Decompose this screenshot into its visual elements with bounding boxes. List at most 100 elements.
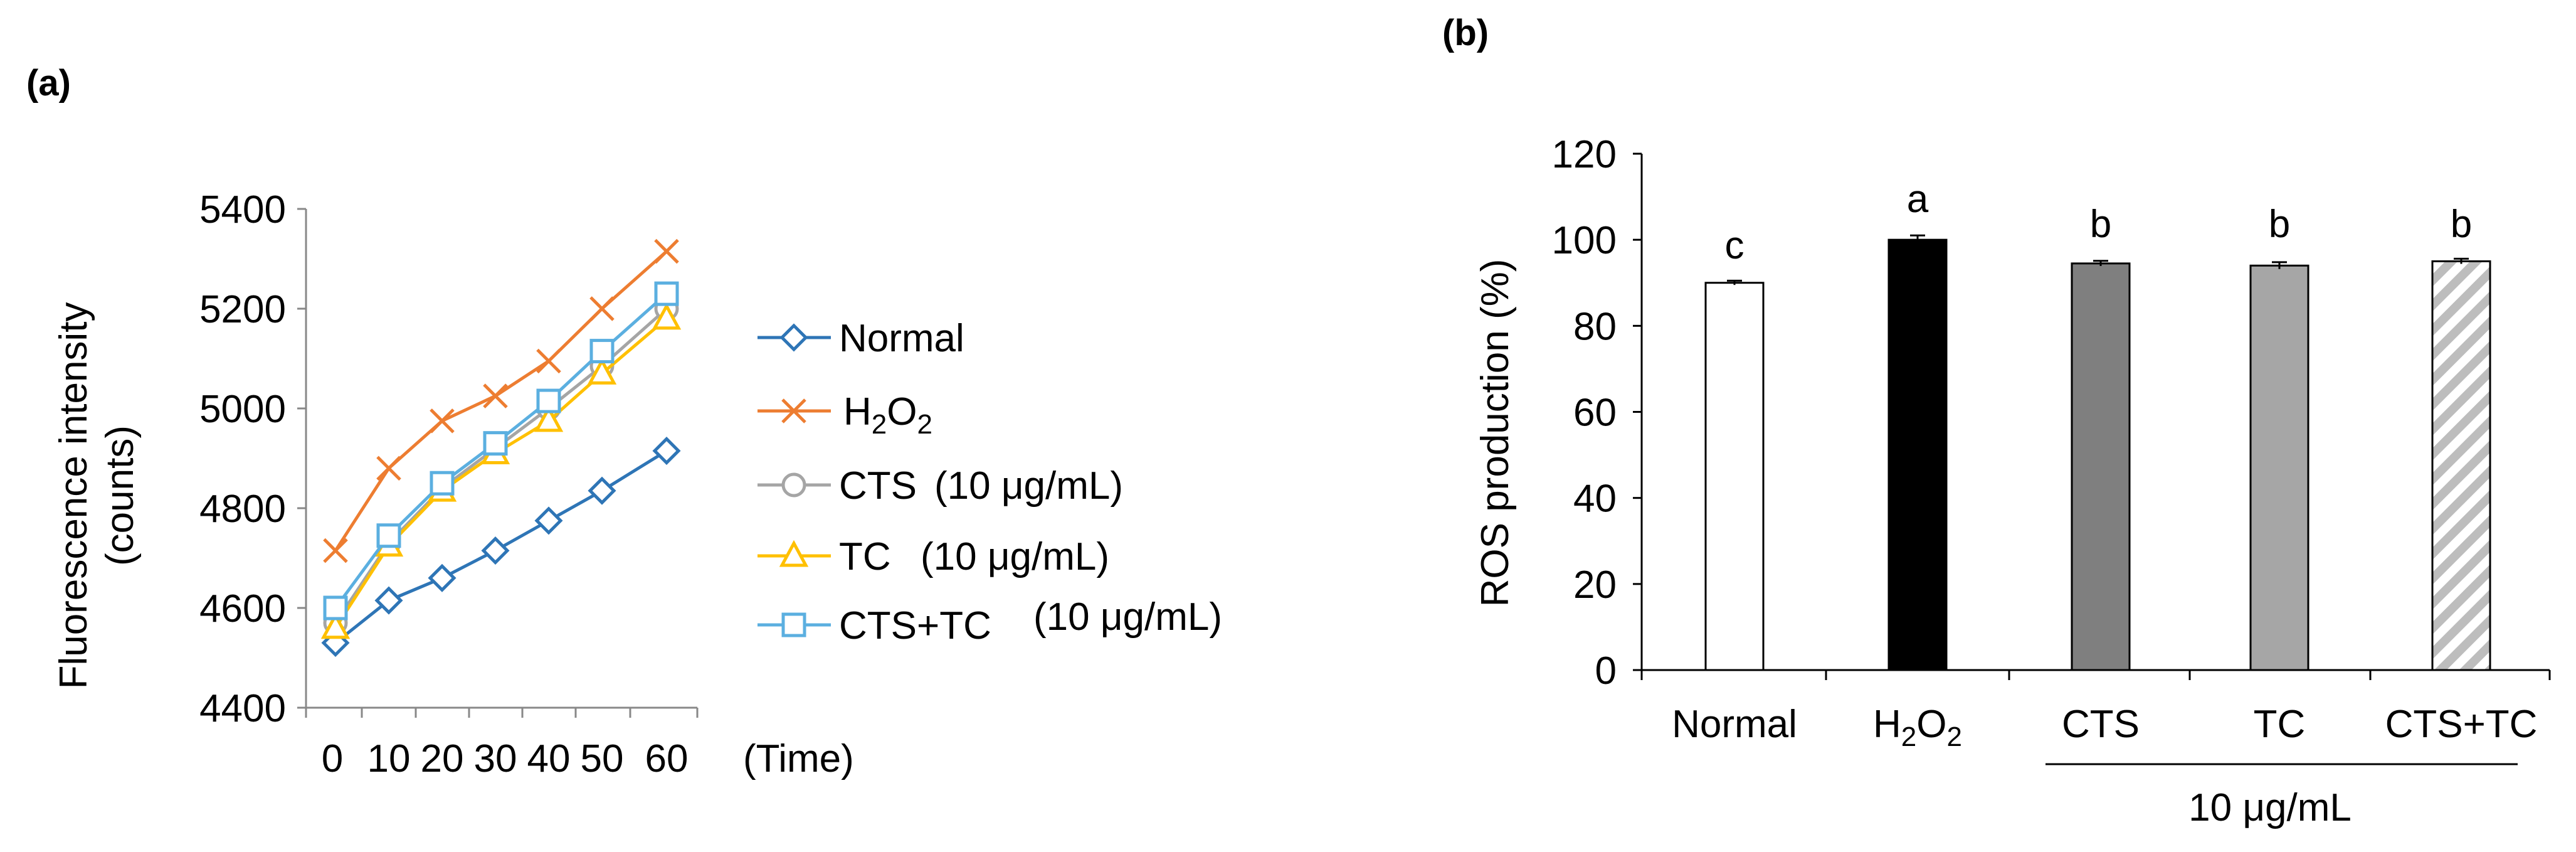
y-tick-label: 5200: [199, 288, 286, 331]
legend-label-part: 2: [917, 409, 932, 440]
x-tick-label: 20: [421, 737, 464, 780]
legend-concentration: (10 μg/mL): [921, 535, 1109, 578]
series-h2o2: [323, 238, 679, 563]
panel-a-label: (a): [26, 63, 71, 104]
group-label: 10 μg/mL: [2188, 786, 2352, 829]
legend-item: CTS+TC (10 μg/mL): [757, 595, 1222, 647]
legend-label-part: 2: [872, 409, 887, 440]
data-point-stroke: [323, 538, 348, 563]
legend-label: Normal: [839, 317, 964, 360]
y-tick-label: 100: [1552, 219, 1617, 262]
category-label-part: CTS: [2062, 703, 2140, 746]
y-tick-label: 80: [1573, 305, 1617, 348]
y-axis-title: Fluorescence intensity (counts): [52, 302, 142, 690]
data-point: [654, 281, 679, 306]
data-point-stroke: [430, 408, 455, 434]
y-tick-label: 5400: [199, 188, 286, 232]
line-chart: Fluorescence intensity (counts) (Time) 4…: [52, 188, 1222, 780]
category-label-part: 2: [1901, 722, 1916, 752]
data-point: [654, 238, 679, 264]
y-axis-title-line1: Fluorescence intensity: [52, 302, 95, 690]
legend-item: H2O2: [757, 390, 932, 440]
significance-label: a: [1907, 178, 1929, 221]
data-point: [587, 358, 617, 385]
data-point: [534, 405, 564, 432]
legend-label-part: Normal: [839, 317, 964, 360]
data-point: [536, 388, 561, 413]
data-point: [323, 595, 348, 620]
y-tick-label: 4600: [199, 587, 286, 631]
x-tick-label: 50: [581, 737, 624, 780]
y-tick-label: 20: [1573, 563, 1617, 607]
data-point-stroke: [483, 383, 508, 408]
category-label: Normal: [1672, 703, 1797, 746]
y-tick-label: 40: [1573, 477, 1617, 521]
legend-item: CTS (10 μg/mL): [757, 464, 1123, 508]
x-tick-label: 0: [322, 737, 343, 780]
significance-label: c: [1725, 224, 1745, 267]
data-point: [652, 302, 682, 330]
category-label: TC: [2254, 703, 2306, 746]
x-axis-title: (Time): [743, 737, 854, 780]
bar-cts: b CTS: [2062, 203, 2140, 746]
category-label-part: CTS+TC: [2385, 703, 2538, 746]
legend-label: CTS+TC: [839, 604, 991, 647]
data-point: [589, 339, 615, 364]
data-point: [588, 476, 616, 505]
series-tc: [320, 302, 682, 639]
category-label-part: 2: [1947, 722, 1962, 752]
data-point: [534, 506, 563, 535]
data-point: [376, 523, 401, 548]
legend-label: CTS: [839, 464, 917, 508]
significance-label: b: [2090, 203, 2111, 246]
x-tick-label: 10: [367, 737, 411, 780]
bar: [2071, 262, 2131, 671]
data-point: [323, 538, 348, 563]
y-axis-title: ROS production (%): [1474, 259, 1517, 607]
data-point: [481, 536, 510, 565]
x-tick-label: 30: [474, 737, 517, 780]
category-label-part: TC: [2254, 703, 2306, 746]
series-cts-tc: [323, 281, 679, 620]
category-label-part: O: [1916, 703, 1946, 746]
data-point: [536, 348, 561, 374]
y-tick-label: 0: [1595, 649, 1617, 693]
y-axis-title-line2: (counts): [98, 425, 142, 566]
y-tick-label: 4400: [199, 687, 286, 730]
category-label: H2O2: [1873, 703, 1962, 752]
data-point: [430, 471, 455, 496]
y-tick-label: 120: [1552, 133, 1617, 176]
x-tick-label: 40: [527, 737, 571, 780]
category-label-part: H: [1873, 703, 1901, 746]
bar-normal: c Normal: [1672, 224, 1797, 746]
data-point: [589, 296, 615, 321]
category-label: CTS+TC: [2385, 703, 2538, 746]
data-point: [374, 586, 403, 615]
legend-marker: [779, 540, 809, 567]
bar: [1704, 282, 1765, 671]
legend-concentration: (10 μg/mL): [1033, 595, 1222, 639]
legend-label: H2O2: [843, 390, 932, 440]
data-point-stroke: [589, 296, 615, 321]
series-cts: [323, 296, 679, 636]
legend-label: TC: [839, 535, 891, 578]
significance-label: b: [2451, 203, 2472, 246]
bar: [2431, 260, 2491, 671]
bar: [2249, 264, 2309, 671]
legend-label-part: TC: [839, 535, 891, 578]
legend-label-part: H: [843, 390, 872, 434]
y-tick-label: 5000: [199, 388, 286, 431]
legend-marker: [781, 472, 806, 498]
data-point: [483, 383, 508, 408]
data-point-stroke: [536, 348, 561, 374]
x-tick-label: 60: [645, 737, 689, 780]
data-point-stroke: [376, 455, 401, 481]
data-point: [430, 408, 455, 434]
legend-marker: [781, 398, 806, 423]
category-label: CTS: [2062, 703, 2140, 746]
y-tick-label: 4800: [199, 487, 286, 531]
legend-item: Normal: [757, 317, 964, 360]
